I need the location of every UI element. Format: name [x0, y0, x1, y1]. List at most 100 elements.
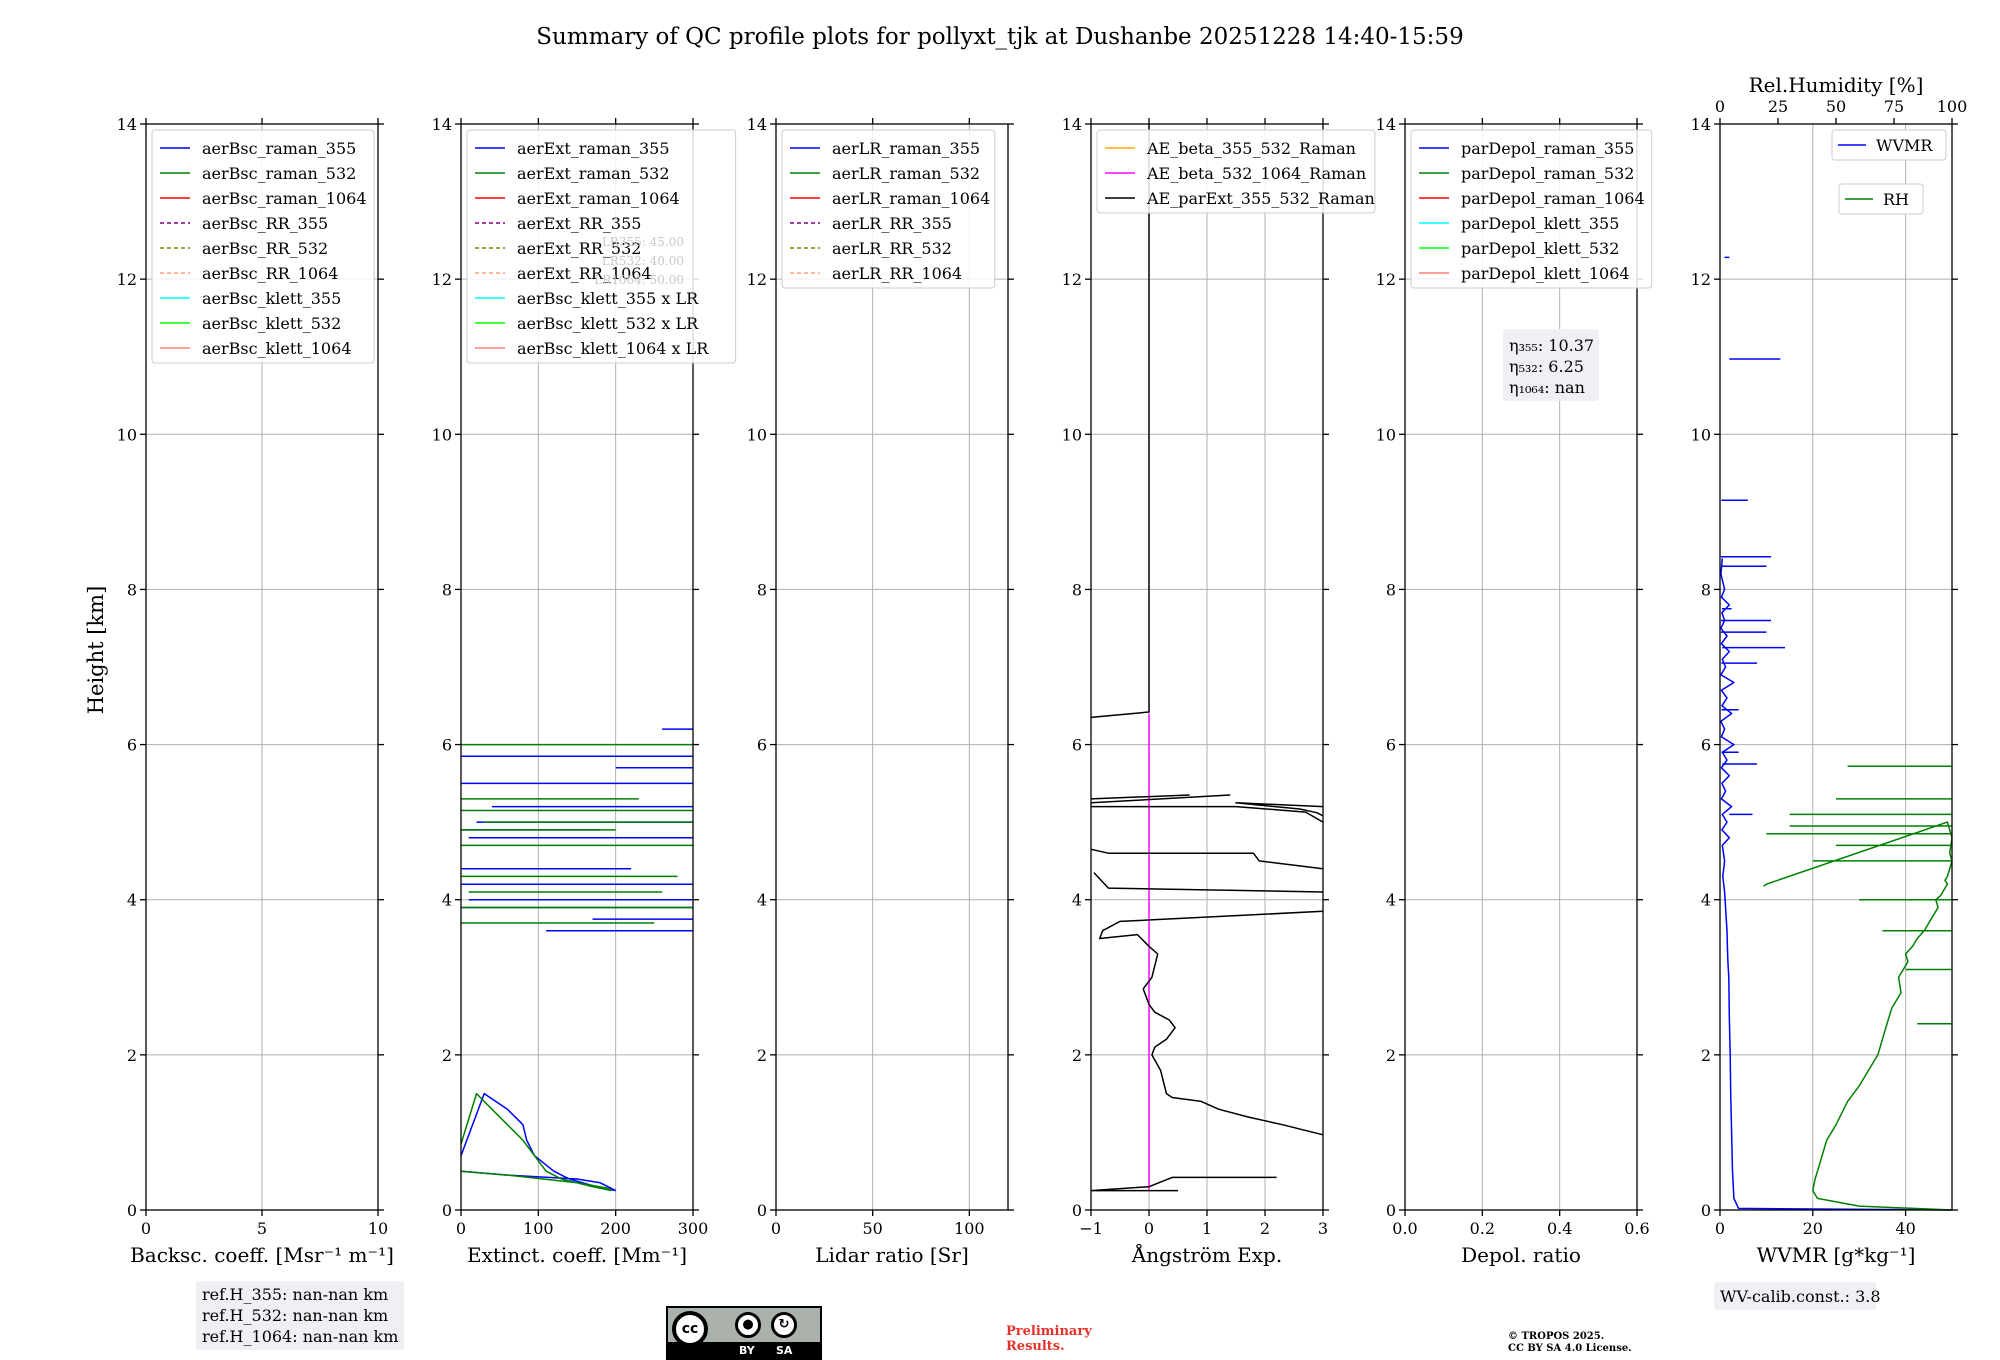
legend: parDepol_raman_355 parDepol_raman_532 parD…: [1410, 129, 1653, 289]
y-tick-label: 8: [1072, 580, 1082, 599]
axes-frame: [1090, 123, 1324, 1211]
y-tick-label: 14: [117, 115, 137, 134]
x-tick-label: 2: [1260, 1219, 1270, 1238]
y-tick-label: 2: [1701, 1046, 1711, 1065]
y-tick-label: 4: [1701, 891, 1711, 910]
legend: AE_beta_355_532_Raman AE_beta_532_1064_Ra…: [1096, 129, 1376, 214]
x-tick-label: 0: [771, 1219, 781, 1238]
x-tick-label: 5: [257, 1219, 267, 1238]
top-x-axis-label: Rel.Humidity [%]: [1749, 73, 1924, 97]
legend-label: RH: [1883, 190, 1909, 209]
copyright-line-2: CC BY SA 4.0 License.: [1508, 1343, 1632, 1354]
legend-label: aerBsc_raman_355: [202, 139, 356, 158]
legend-label: aerLR_RR_532: [832, 239, 952, 258]
share-alike-icon: ↻: [771, 1312, 797, 1338]
axes-frame: [460, 123, 694, 1211]
legend-label: aerExt_raman_1064: [517, 189, 680, 208]
top-x-tick-label: 50: [1826, 97, 1846, 116]
x-tick-label: 0: [141, 1219, 151, 1238]
preliminary-line-1: Preliminary: [1006, 1324, 1092, 1339]
y-tick-label: 6: [127, 736, 137, 755]
y-tick-label: 12: [117, 270, 137, 289]
y-tick-label: 2: [757, 1046, 767, 1065]
copyright-line-1: © TROPOS 2025.: [1508, 1331, 1605, 1342]
x-tick-label: 0: [456, 1219, 466, 1238]
y-tick-label: 12: [432, 270, 452, 289]
lr-annotation: LR532: 40.00: [602, 254, 684, 268]
y-tick-label: 14: [1376, 115, 1396, 134]
legend-label: parDepol_klett_1064: [1461, 264, 1630, 283]
legend-label: AE_beta_355_532_Raman: [1146, 139, 1356, 158]
y-tick-label: 12: [747, 270, 767, 289]
legend-label: parDepol_raman_532: [1461, 164, 1634, 183]
y-tick-label: 8: [1386, 580, 1396, 599]
calib-label: WV-calib.const.: 3.8: [1720, 1287, 1881, 1306]
ref-height-box: ref.H_355: nan-nan km ref.H_532: nan-nan…: [196, 1281, 405, 1350]
x-tick-label: 40: [1895, 1219, 1915, 1238]
y-tick-label: 10: [117, 425, 137, 444]
x-tick-label: 0.2: [1470, 1219, 1495, 1238]
legend-frame: [1410, 129, 1653, 289]
x-tick-label: 20: [1803, 1219, 1823, 1238]
legend: aerLR_raman_355 aerLR_raman_532 aerLR_rama…: [781, 129, 996, 289]
y-tick-label: 6: [1386, 736, 1396, 755]
legend-frame: [781, 129, 996, 289]
y-tick-label: 0: [1386, 1201, 1396, 1220]
y-tick-label: 12: [1691, 270, 1711, 289]
legend-label: AE_parExt_355_532_Raman: [1146, 189, 1375, 208]
y-tick-label: 14: [747, 115, 767, 134]
legend-label: aerExt_RR_355: [517, 214, 641, 233]
y-tick-label: 4: [127, 891, 137, 910]
y-tick-label: 6: [1701, 736, 1711, 755]
calib-box: [1714, 1282, 1876, 1310]
axes-frame: [1404, 123, 1638, 1211]
legend-frame: [151, 129, 375, 364]
x-tick-label: −1: [1079, 1219, 1103, 1238]
cc-logo-icon: cc: [672, 1311, 708, 1347]
attribution-icon: ●: [735, 1312, 761, 1338]
legend-label: aerBsc_raman_1064: [202, 189, 367, 208]
figure-title: Summary of QC profile plots for pollyxt_…: [536, 24, 1463, 50]
x-axis-label: WVMR [g*kg⁻¹]: [1757, 1243, 1916, 1267]
x-tick-label: 1: [1202, 1219, 1212, 1238]
legend-frame: [1838, 183, 1924, 215]
series-line-AE_parExt_355_532_Raman: [1090, 124, 1324, 1192]
legend: aerBsc_raman_355 aerBsc_raman_532 aerBsc_r…: [151, 129, 375, 364]
y-tick-label: 12: [1062, 270, 1082, 289]
series-line-WVMR: [1720, 256, 1953, 1211]
cc-license-badge[interactable]: cc ● ↻ BY SA: [666, 1306, 822, 1360]
y-tick-label: 12: [1376, 270, 1396, 289]
eta-annotation: η₁₀₆₄: nan: [1509, 378, 1585, 397]
axes-frame: [145, 123, 379, 1211]
x-axis-label: Backsc. coeff. [Msr⁻¹ m⁻¹]: [130, 1243, 394, 1267]
y-tick-label: 14: [432, 115, 452, 134]
copyright-note: © TROPOS 2025. CC BY SA 4.0 License.: [1508, 1331, 1632, 1355]
panel-depolarization: 0 2 4 6 8 10 12 14 0.0 0.2 0.4 0.6 Depol. ratio parDe…: [1376, 115, 1653, 1267]
y-tick-label: 4: [757, 891, 767, 910]
x-tick-label: 3: [1318, 1219, 1328, 1238]
series-line-aerExt_raman_532: [460, 743, 693, 1192]
cc-by-label: BY: [739, 1344, 755, 1357]
legend-frame: [1096, 129, 1376, 214]
y-tick-label: 0: [1072, 1201, 1082, 1220]
y-tick-label: 10: [1062, 425, 1082, 444]
x-axis-label: Depol. ratio: [1461, 1243, 1581, 1267]
lr-annotation: LR355: 45.00: [602, 235, 684, 249]
legend-label: WVMR: [1876, 136, 1933, 155]
legend-frame: [1831, 129, 1947, 161]
y-tick-label: 10: [1691, 425, 1711, 444]
legend-label: parDepol_raman_1064: [1461, 189, 1645, 208]
top-x-tick-label: 0: [1715, 97, 1725, 116]
legend-label: aerBsc_RR_532: [202, 239, 328, 258]
top-x-tick-label: 75: [1884, 97, 1904, 116]
legend-label: aerBsc_RR_1064: [202, 264, 338, 283]
legend-label: aerBsc_klett_1064 x LR: [517, 339, 709, 358]
y-tick-label: 2: [1072, 1046, 1082, 1065]
x-tick-label: 0: [1715, 1219, 1725, 1238]
legend-label: AE_beta_532_1064_Raman: [1146, 164, 1366, 183]
x-tick-label: 0.0: [1392, 1219, 1417, 1238]
legend-label: aerBsc_klett_1064: [202, 339, 351, 358]
